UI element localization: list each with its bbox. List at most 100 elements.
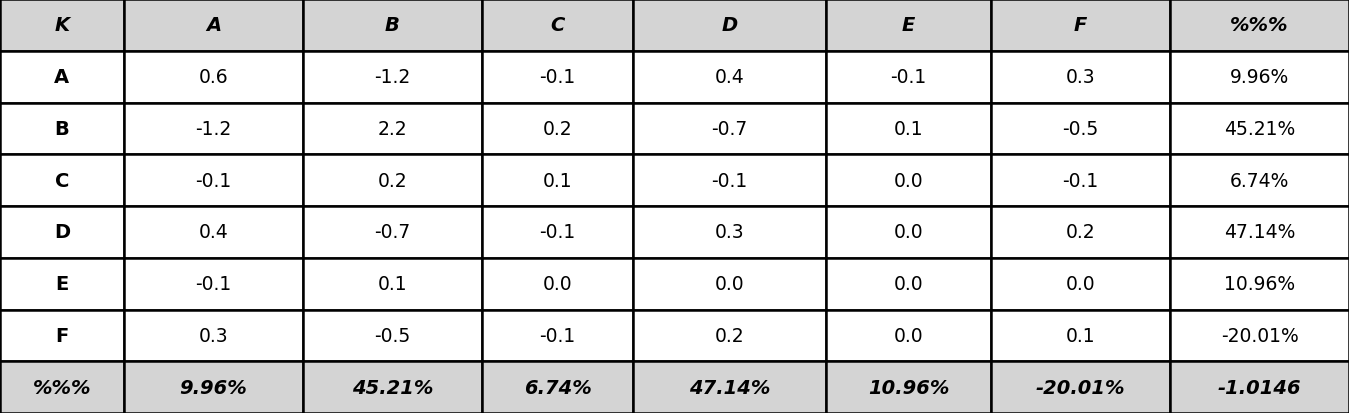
Bar [826,103,992,155]
Bar [992,206,1170,258]
Bar [0,0,124,52]
Text: -1.2: -1.2 [374,68,410,87]
Bar [992,0,1170,52]
Text: D: D [722,17,738,35]
Bar [124,361,302,413]
Text: 0.4: 0.4 [198,223,228,242]
Text: 0.1: 0.1 [1066,326,1095,345]
Bar [302,155,482,206]
Text: 9.96%: 9.96% [179,378,247,396]
Text: 0.0: 0.0 [542,275,572,293]
Bar [124,155,302,206]
Bar [302,258,482,310]
Text: -0.1: -0.1 [1063,171,1098,190]
Bar [302,361,482,413]
Text: -0.1: -0.1 [196,171,232,190]
Text: 0.6: 0.6 [198,68,228,87]
Bar [302,52,482,103]
Text: -0.5: -0.5 [1063,120,1098,138]
Text: 0.0: 0.0 [893,171,923,190]
Bar [302,206,482,258]
Bar [826,361,992,413]
Text: -1.2: -1.2 [196,120,232,138]
Bar [992,52,1170,103]
Text: E: E [902,17,915,35]
Bar [0,310,124,361]
Text: 0.0: 0.0 [893,326,923,345]
Bar [633,155,826,206]
Text: 0.2: 0.2 [542,120,572,138]
Bar [482,310,633,361]
Bar [1170,103,1349,155]
Bar [826,155,992,206]
Bar [633,361,826,413]
Bar [826,52,992,103]
Bar [482,361,633,413]
Bar [124,206,302,258]
Text: 0.3: 0.3 [715,223,745,242]
Bar [302,0,482,52]
Text: 0.1: 0.1 [542,171,572,190]
Bar [992,103,1170,155]
Bar [482,206,633,258]
Bar [992,310,1170,361]
Text: -0.1: -0.1 [196,275,232,293]
Text: -0.5: -0.5 [374,326,410,345]
Text: 6.74%: 6.74% [1230,171,1290,190]
Bar [992,258,1170,310]
Text: 47.14%: 47.14% [689,378,770,396]
Bar [826,258,992,310]
Bar [1170,310,1349,361]
Text: 45.21%: 45.21% [1224,120,1295,138]
Text: -20.01%: -20.01% [1036,378,1125,396]
Text: -20.01%: -20.01% [1221,326,1298,345]
Bar [482,155,633,206]
Bar [1170,258,1349,310]
Text: 6.74%: 6.74% [523,378,591,396]
Bar [482,103,633,155]
Text: D: D [54,223,70,242]
Text: %%%: %%% [32,378,92,396]
Bar [633,103,826,155]
Text: %%%: %%% [1230,17,1288,35]
Text: 0.4: 0.4 [715,68,745,87]
Bar [1170,361,1349,413]
Bar [482,52,633,103]
Text: 0.3: 0.3 [1066,68,1095,87]
Bar [826,310,992,361]
Bar [124,258,302,310]
Text: C: C [55,171,69,190]
Bar [302,103,482,155]
Text: -0.1: -0.1 [540,223,576,242]
Bar [826,206,992,258]
Text: -0.1: -0.1 [890,68,927,87]
Bar [482,0,633,52]
Bar [482,258,633,310]
Bar [1170,206,1349,258]
Text: -1.0146: -1.0146 [1218,378,1302,396]
Bar [0,258,124,310]
Text: 0.0: 0.0 [1066,275,1095,293]
Text: E: E [55,275,69,293]
Text: 45.21%: 45.21% [352,378,433,396]
Bar [0,206,124,258]
Text: 0.0: 0.0 [893,275,923,293]
Text: C: C [550,17,565,35]
Text: B: B [384,17,399,35]
Text: 0.2: 0.2 [1066,223,1095,242]
Text: 9.96%: 9.96% [1230,68,1290,87]
Text: F: F [1074,17,1087,35]
Bar [0,361,124,413]
Bar [0,155,124,206]
Text: B: B [54,120,69,138]
Bar [1170,52,1349,103]
Text: 10.96%: 10.96% [867,378,950,396]
Text: F: F [55,326,69,345]
Text: K: K [54,17,70,35]
Bar [124,310,302,361]
Text: 10.96%: 10.96% [1224,275,1295,293]
Text: 0.1: 0.1 [378,275,407,293]
Text: 0.0: 0.0 [893,223,923,242]
Text: 0.2: 0.2 [378,171,407,190]
Bar [124,0,302,52]
